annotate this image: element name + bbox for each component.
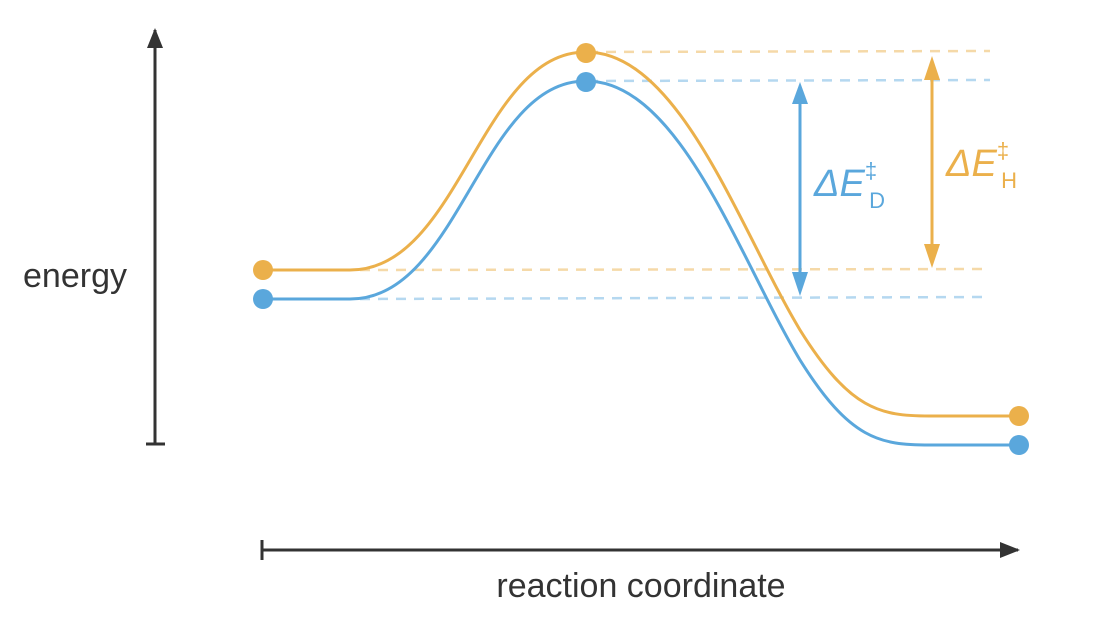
y-axis-label: energy: [23, 257, 127, 295]
blue-barrier-arrow: [792, 82, 808, 296]
orange-barrier-label: ΔE‡ H: [945, 138, 1017, 193]
orange-product-point: [1009, 406, 1029, 426]
blue-barrier-label: ΔE‡ D: [813, 158, 885, 213]
blue-base-dashed-line: [359, 295, 991, 301]
x-axis-label: reaction coordinate: [496, 567, 785, 605]
orange-top-dashed-line: [587, 49, 991, 54]
orange-barrier-arrow: [924, 56, 940, 268]
orange-base-dashed-line: [359, 267, 991, 272]
curve-markers: [253, 43, 1029, 455]
blue-energy-curve: [262, 79, 1020, 447]
reference-lines: [359, 49, 991, 301]
blue-product-point: [1009, 435, 1029, 455]
orange-transition-point: [576, 43, 596, 63]
orange-energy-curve: [262, 50, 1020, 418]
y-axis: [146, 28, 165, 446]
blue-transition-point: [576, 72, 596, 92]
blue-reactant-point: [253, 289, 273, 309]
blue-top-dashed-line: [587, 78, 991, 83]
orange-reactant-point: [253, 260, 273, 280]
x-axis: [260, 540, 1020, 560]
